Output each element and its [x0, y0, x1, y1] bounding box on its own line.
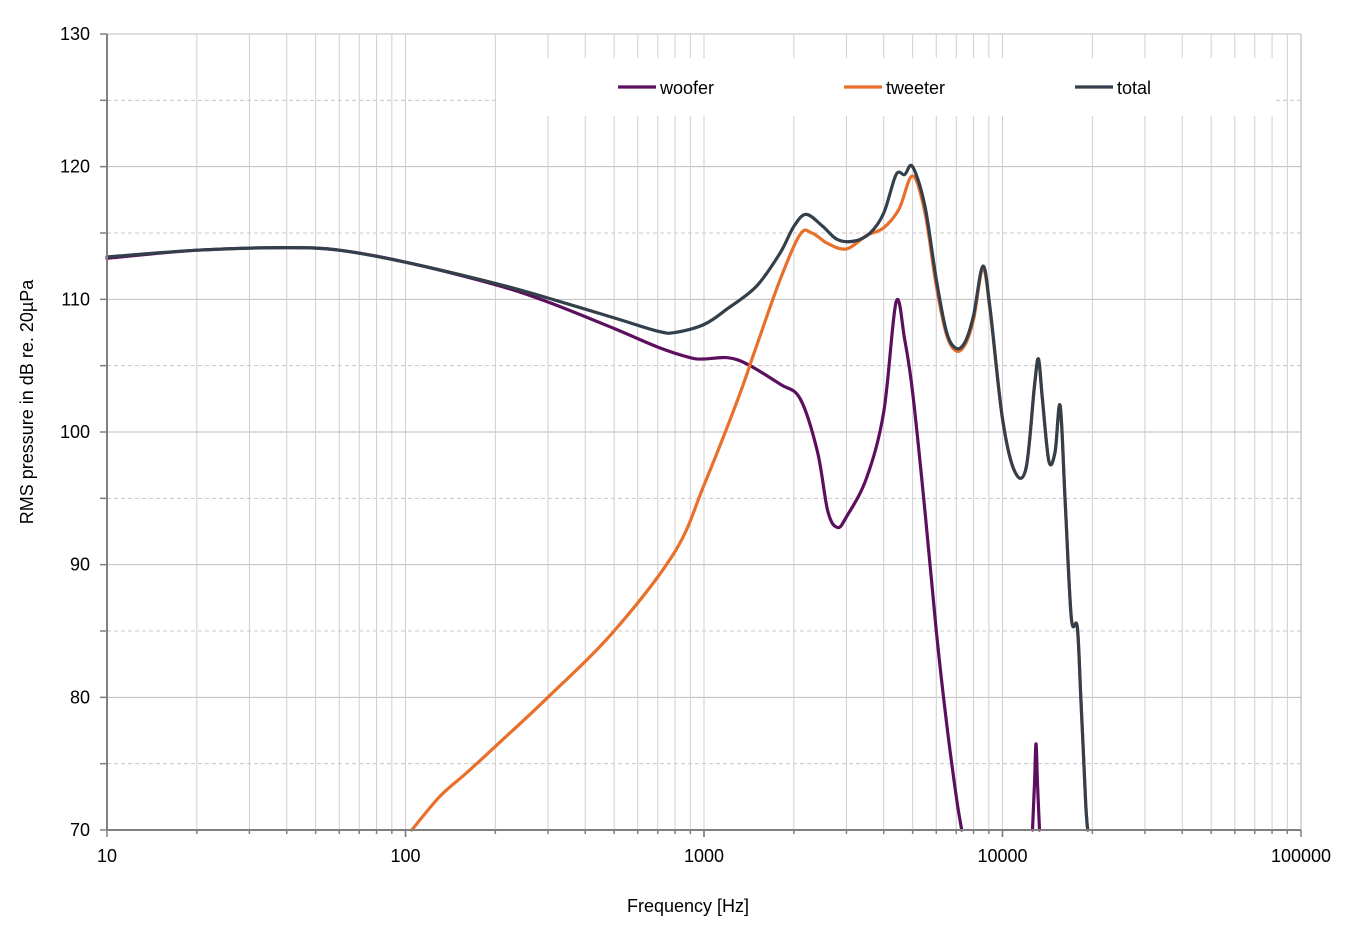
- legend-label-total: total: [1117, 78, 1151, 98]
- y-tick-label: 100: [60, 422, 90, 442]
- x-tick-label: 10: [97, 846, 117, 866]
- legend: woofer tweeter total: [618, 78, 1151, 98]
- axes: [100, 33, 1302, 837]
- series-line-woofer: [105, 246, 964, 832]
- y-tick-label: 110: [61, 289, 90, 309]
- x-tick-label: 100: [390, 846, 420, 866]
- y-tick-label: 80: [70, 687, 90, 707]
- series-lines: [105, 163, 1090, 832]
- y-tick-label: 130: [60, 24, 90, 44]
- y-tick-labels: 70 80 90 100 110 120 130: [60, 24, 90, 840]
- y-tick-label: 70: [70, 820, 90, 840]
- series-line-woofer: [1030, 742, 1042, 832]
- legend-label-woofer: woofer: [659, 78, 714, 98]
- y-tick-label: 120: [60, 157, 90, 177]
- gridlines: [107, 33, 1302, 830]
- y-axis-title: RMS pressure in dB re. 20µPa: [17, 279, 37, 524]
- x-tick-label: 10000: [977, 846, 1027, 866]
- y-tick-label: 90: [70, 555, 90, 575]
- x-axis-title: Frequency [Hz]: [627, 896, 749, 916]
- series-line-total: [105, 163, 1090, 832]
- x-tick-label: 100000: [1271, 846, 1331, 866]
- legend-label-tweeter: tweeter: [886, 78, 945, 98]
- x-tick-labels: 10 100 1000 10000 100000: [97, 846, 1331, 866]
- x-tick-label: 1000: [684, 846, 724, 866]
